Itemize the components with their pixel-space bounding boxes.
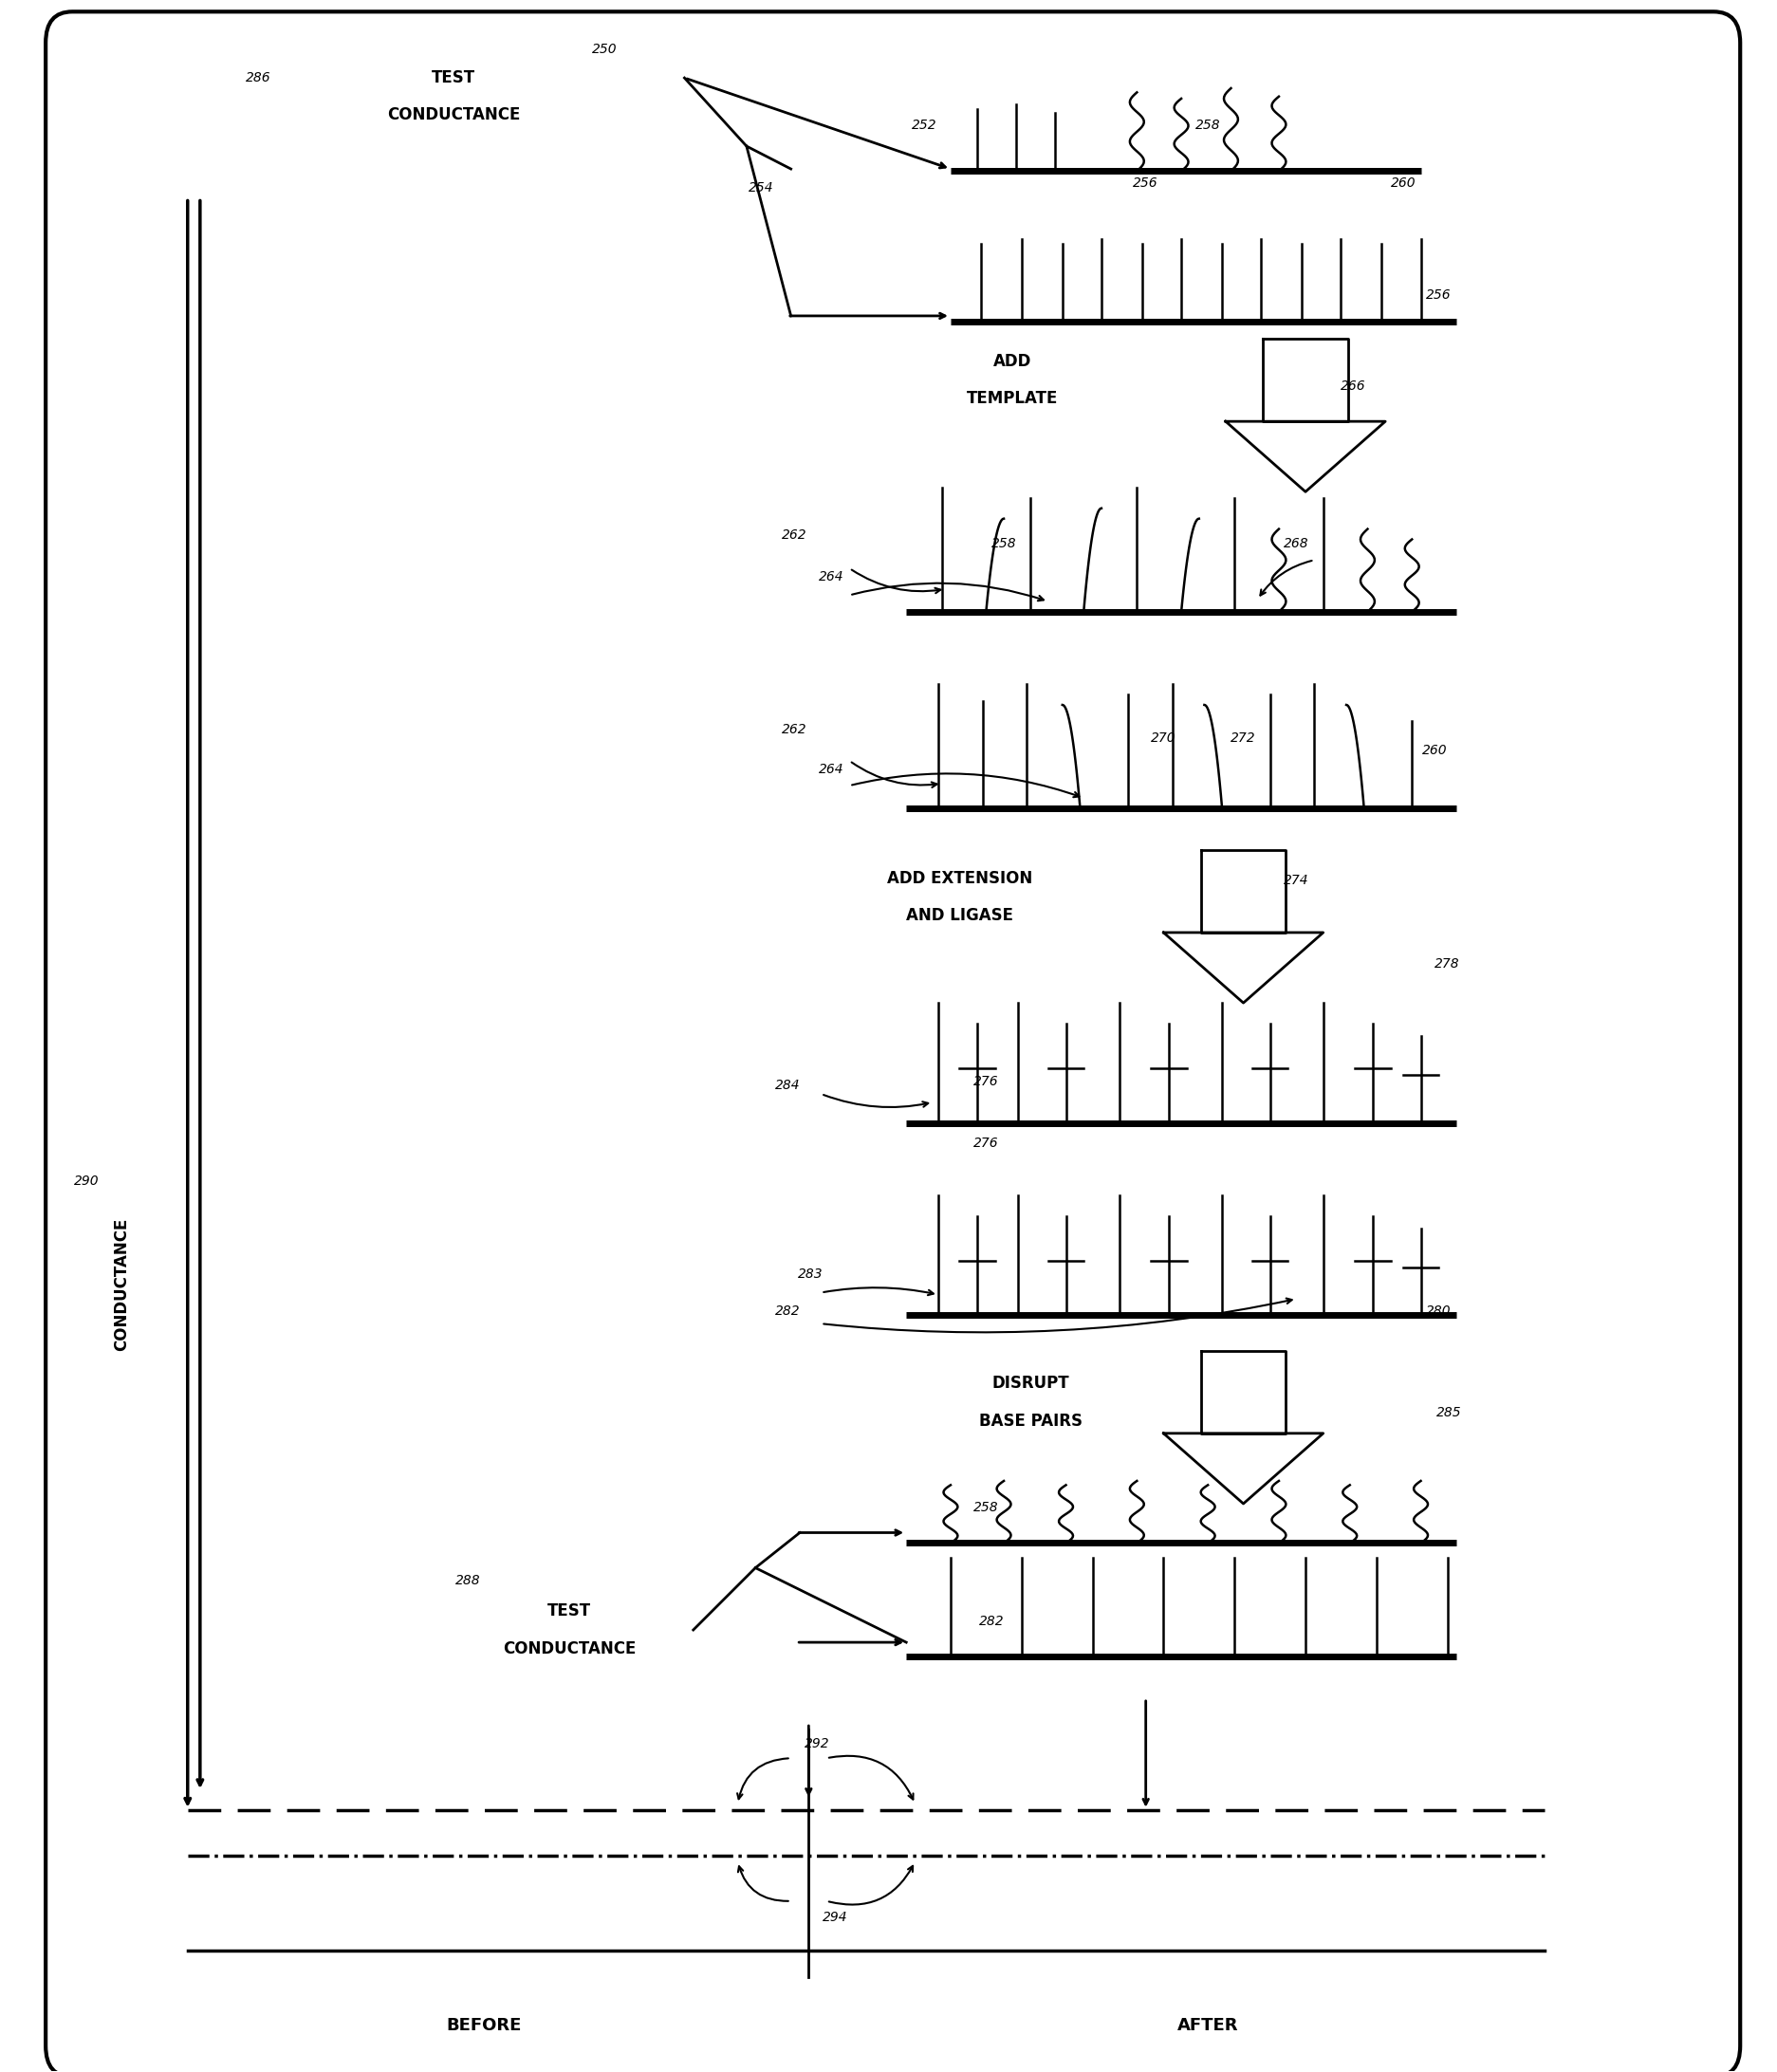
Text: TEST: TEST [547, 1604, 592, 1620]
Text: AFTER: AFTER [1178, 2016, 1239, 2035]
Text: 258: 258 [974, 1502, 999, 1515]
FancyBboxPatch shape [46, 12, 1740, 2072]
Text: 282: 282 [979, 1614, 1004, 1629]
Text: 284: 284 [775, 1080, 800, 1092]
Text: BEFORE: BEFORE [446, 2016, 522, 2035]
Text: BASE PAIRS: BASE PAIRS [979, 1413, 1082, 1430]
Text: 258: 258 [992, 537, 1016, 551]
Text: 285: 285 [1436, 1407, 1462, 1419]
Text: CONDUCTANCE: CONDUCTANCE [114, 1218, 130, 1351]
Text: AND LIGASE: AND LIGASE [906, 908, 1013, 924]
Text: DISRUPT: DISRUPT [992, 1376, 1070, 1392]
Text: 262: 262 [782, 723, 807, 736]
Text: 272: 272 [1231, 731, 1256, 744]
Text: CONDUCTANCE: CONDUCTANCE [387, 106, 521, 124]
Text: 262: 262 [782, 528, 807, 543]
Text: 260: 260 [1390, 176, 1416, 191]
Text: 266: 266 [1342, 379, 1367, 394]
Text: 286: 286 [245, 70, 272, 85]
Text: 268: 268 [1285, 537, 1310, 551]
Text: TEMPLATE: TEMPLATE [967, 390, 1059, 408]
Text: 254: 254 [748, 180, 773, 195]
Text: 264: 264 [819, 762, 844, 775]
Text: 294: 294 [823, 1910, 848, 1925]
Text: 276: 276 [974, 1075, 999, 1088]
Text: 256: 256 [1425, 288, 1452, 303]
Text: 288: 288 [455, 1573, 480, 1587]
Text: 282: 282 [775, 1305, 800, 1318]
Text: 283: 283 [798, 1268, 823, 1280]
Text: ADD EXTENSION: ADD EXTENSION [887, 870, 1032, 887]
Text: 276: 276 [974, 1138, 999, 1150]
Text: 258: 258 [1196, 118, 1221, 133]
Text: 292: 292 [805, 1736, 830, 1751]
Text: TEST: TEST [432, 68, 476, 87]
Text: ADD: ADD [993, 352, 1032, 371]
Text: 250: 250 [592, 41, 617, 56]
Text: CONDUCTANCE: CONDUCTANCE [503, 1641, 636, 1658]
Text: 270: 270 [1151, 731, 1176, 744]
Text: 278: 278 [1434, 957, 1461, 970]
Text: 256: 256 [1134, 176, 1159, 191]
Text: 290: 290 [75, 1175, 100, 1187]
Text: 280: 280 [1425, 1305, 1452, 1318]
Text: 274: 274 [1285, 874, 1310, 887]
Text: 260: 260 [1422, 744, 1448, 756]
Text: 252: 252 [912, 118, 936, 133]
Text: 264: 264 [819, 570, 844, 582]
